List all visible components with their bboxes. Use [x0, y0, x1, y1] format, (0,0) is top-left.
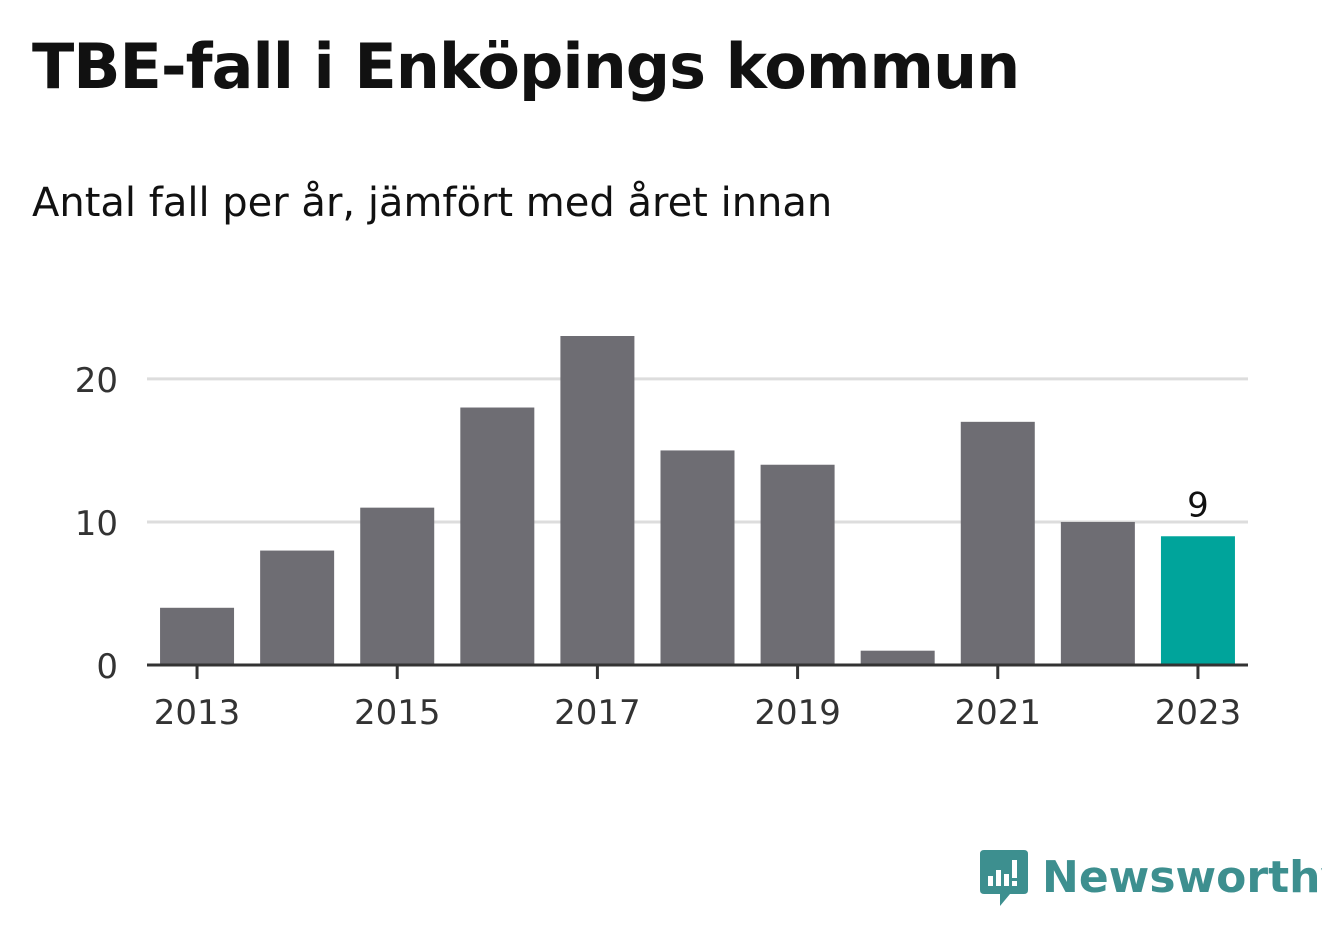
x-tick-label: 2013 — [154, 693, 241, 733]
bar-2018 — [660, 450, 735, 665]
bar-2021 — [960, 421, 1035, 665]
bar-2014 — [260, 550, 335, 665]
x-tick-label: 2021 — [955, 693, 1042, 733]
bar-2015 — [360, 507, 435, 665]
brand-logo: Newsworthy — [978, 846, 1322, 908]
x-tick-label: 2017 — [554, 693, 641, 733]
labels: 0 10 20 2013 2015 2017 2019 2021 2023 9 — [75, 361, 1241, 733]
bar-2013 — [160, 607, 235, 665]
x-tick-label: 2015 — [354, 693, 441, 733]
newsworthy-logo-icon — [980, 850, 1028, 906]
y-tick-label: 0 — [96, 647, 118, 687]
bar-2019 — [760, 464, 835, 665]
chart-subtitle: Antal fall per år, jämfört med året inna… — [32, 180, 833, 226]
bar-2020 — [860, 650, 935, 665]
y-tick-label: 20 — [75, 361, 118, 401]
data-label-highlight: 9 — [1187, 485, 1209, 525]
bar-2017 — [560, 336, 635, 665]
bars — [160, 336, 1235, 665]
axes — [147, 663, 1248, 679]
y-tick-label: 10 — [75, 504, 118, 544]
chart-title: TBE-fall i Enköpings kommun — [32, 30, 1020, 103]
bar-2022 — [1060, 521, 1135, 665]
brand-name: Newsworthy — [1042, 851, 1322, 903]
x-tick-label: 2023 — [1155, 693, 1242, 733]
x-tick-label: 2019 — [754, 693, 841, 733]
bar-2016 — [460, 407, 535, 665]
bar-2023 — [1160, 536, 1235, 665]
